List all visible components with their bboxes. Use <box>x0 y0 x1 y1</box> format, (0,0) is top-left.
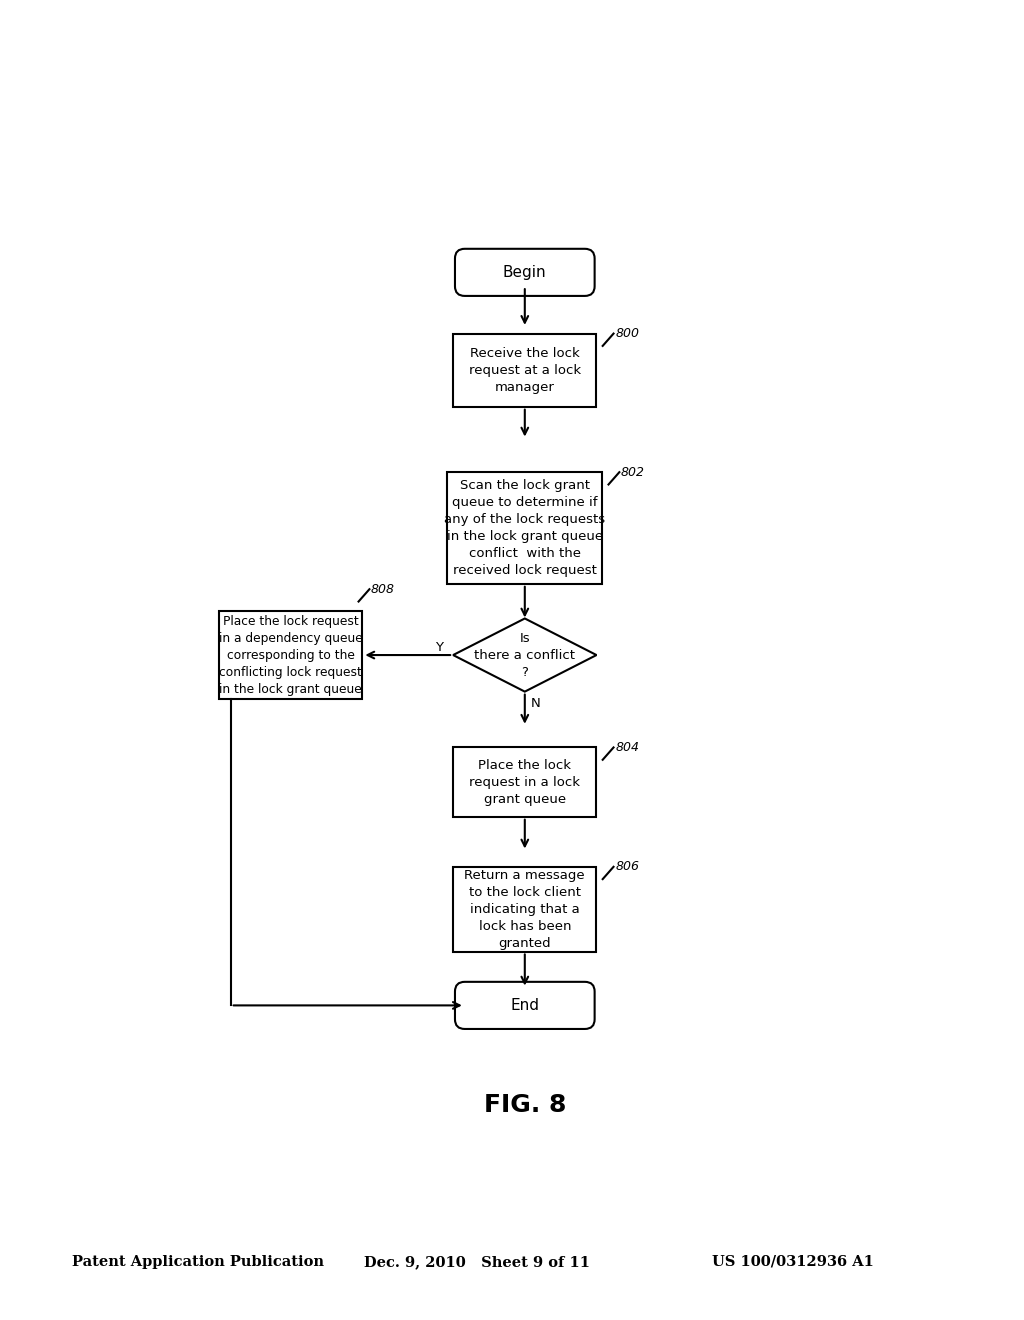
Polygon shape <box>453 619 597 692</box>
Text: 806: 806 <box>615 861 639 874</box>
FancyBboxPatch shape <box>455 982 595 1030</box>
Text: Y: Y <box>435 640 443 653</box>
Text: 804: 804 <box>615 741 639 754</box>
Text: 802: 802 <box>621 466 645 479</box>
Text: FIG. 8: FIG. 8 <box>483 1093 566 1118</box>
Bar <box>453 867 597 952</box>
Bar <box>453 334 597 407</box>
Text: 808: 808 <box>371 582 395 595</box>
Text: Is
there a conflict
?: Is there a conflict ? <box>474 631 575 678</box>
Text: Return a message
to the lock client
indicating that a
lock has been
granted: Return a message to the lock client indi… <box>465 869 585 949</box>
Text: Begin: Begin <box>503 265 547 280</box>
Bar <box>447 473 602 583</box>
Text: Receive the lock
request at a lock
manager: Receive the lock request at a lock manag… <box>469 347 581 393</box>
Bar <box>219 611 362 700</box>
Text: Place the lock request
in a dependency queue
corresponding to the
conflicting lo: Place the lock request in a dependency q… <box>219 615 362 696</box>
Text: End: End <box>510 998 540 1012</box>
Text: 800: 800 <box>615 327 639 341</box>
FancyBboxPatch shape <box>455 248 595 296</box>
Text: US 100/0312936 A1: US 100/0312936 A1 <box>712 1255 873 1269</box>
Text: Scan the lock grant
queue to determine if
any of the lock requests
in the lock g: Scan the lock grant queue to determine i… <box>444 479 605 577</box>
Text: Dec. 9, 2010   Sheet 9 of 11: Dec. 9, 2010 Sheet 9 of 11 <box>364 1255 590 1269</box>
Text: N: N <box>530 697 541 710</box>
Text: Place the lock
request in a lock
grant queue: Place the lock request in a lock grant q… <box>469 759 581 805</box>
Bar <box>453 747 597 817</box>
Text: Patent Application Publication: Patent Application Publication <box>72 1255 324 1269</box>
